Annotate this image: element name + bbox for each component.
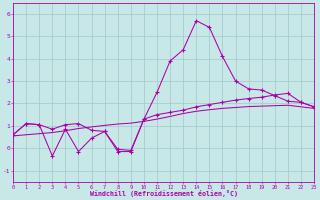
X-axis label: Windchill (Refroidissement éolien,°C): Windchill (Refroidissement éolien,°C) — [90, 190, 237, 197]
